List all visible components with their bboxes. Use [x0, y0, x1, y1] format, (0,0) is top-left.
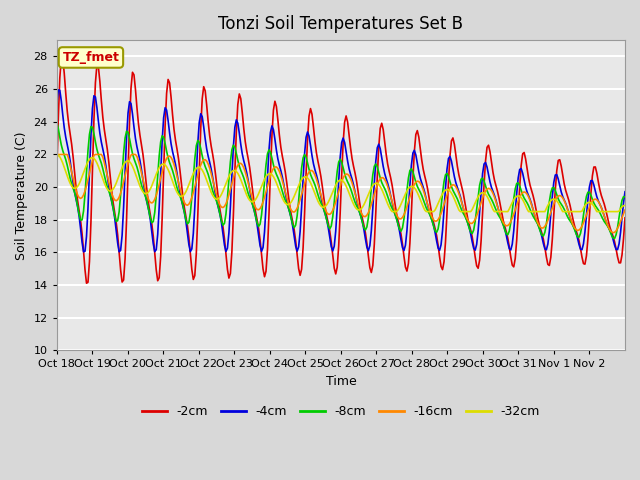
-16cm [460, 205, 467, 211]
-2cm [58, 55, 65, 61]
Line: -32cm: -32cm [57, 155, 625, 212]
-32cm [460, 209, 467, 215]
-8cm [621, 194, 629, 200]
-4cm [53, 101, 61, 107]
-8cm [611, 236, 618, 241]
-8cm [458, 208, 466, 214]
-16cm [621, 207, 629, 213]
-2cm [348, 156, 356, 161]
-8cm [618, 197, 626, 203]
Y-axis label: Soil Temperature (C): Soil Temperature (C) [15, 131, 28, 260]
-32cm [390, 209, 397, 215]
-16cm [92, 152, 99, 157]
-32cm [621, 203, 629, 208]
-2cm [620, 236, 627, 241]
Title: Tonzi Soil Temperatures Set B: Tonzi Soil Temperatures Set B [218, 15, 463, 33]
-16cm [609, 230, 617, 236]
-16cm [544, 217, 552, 223]
-32cm [544, 203, 552, 208]
-2cm [621, 215, 629, 221]
-32cm [72, 185, 80, 191]
Line: -2cm: -2cm [57, 58, 625, 283]
-8cm [72, 195, 80, 201]
-2cm [74, 198, 81, 204]
-32cm [345, 190, 353, 196]
-8cm [543, 221, 550, 227]
Text: TZ_fmet: TZ_fmet [63, 51, 120, 64]
-2cm [461, 199, 468, 205]
-4cm [621, 189, 629, 194]
-16cm [347, 176, 355, 181]
-4cm [348, 176, 356, 182]
-32cm [53, 152, 61, 157]
-4cm [545, 228, 553, 234]
Legend: -2cm, -4cm, -8cm, -16cm, -32cm: -2cm, -4cm, -8cm, -16cm, -32cm [137, 400, 545, 423]
-32cm [90, 156, 98, 161]
-4cm [54, 87, 62, 93]
-2cm [93, 62, 100, 68]
-16cm [74, 192, 81, 198]
Line: -4cm: -4cm [57, 90, 625, 252]
Line: -16cm: -16cm [57, 155, 625, 233]
-4cm [74, 204, 81, 210]
-2cm [83, 280, 90, 286]
-4cm [80, 249, 88, 255]
-2cm [545, 263, 553, 268]
-4cm [93, 105, 100, 110]
-16cm [54, 152, 62, 157]
-16cm [620, 211, 627, 216]
Line: -8cm: -8cm [57, 122, 625, 239]
-4cm [620, 200, 627, 206]
-32cm [618, 204, 626, 210]
-4cm [461, 212, 468, 217]
X-axis label: Time: Time [326, 375, 356, 388]
-8cm [53, 120, 61, 125]
-8cm [345, 182, 353, 188]
-8cm [90, 131, 98, 136]
-16cm [53, 155, 61, 161]
-2cm [53, 168, 61, 174]
